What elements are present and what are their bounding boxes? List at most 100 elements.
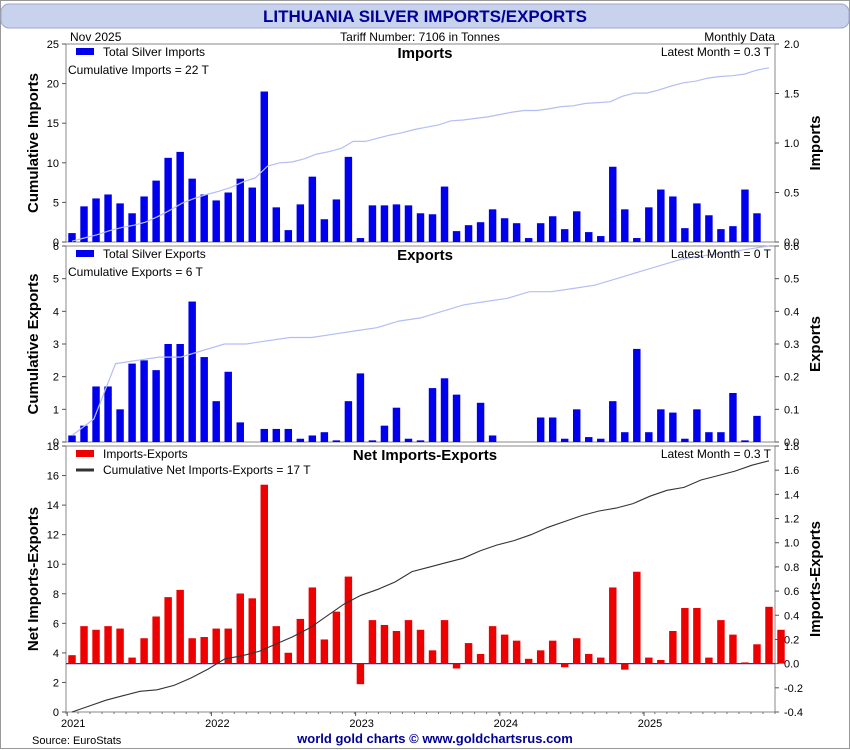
exports-bar bbox=[296, 438, 305, 442]
imports-bar bbox=[344, 156, 353, 242]
net-left-tick-label: 14 bbox=[47, 500, 59, 512]
exports-cumulative-line bbox=[71, 245, 770, 436]
exports-bar bbox=[260, 428, 269, 442]
net-left-tick-label: 6 bbox=[53, 618, 59, 630]
exports-left-tick-label: 5 bbox=[53, 274, 59, 286]
exports-right-tick-label: 0.2 bbox=[784, 372, 799, 384]
imports-bar bbox=[188, 178, 196, 242]
net-latest-label: Latest Month = 0.3 T bbox=[661, 447, 772, 461]
imports-left-tick-label: 15 bbox=[47, 118, 59, 130]
net-ylabel-left: Net Imports-Exports bbox=[25, 507, 42, 651]
imports-bar bbox=[717, 229, 725, 242]
exports-bar bbox=[164, 344, 172, 442]
net-bar bbox=[681, 608, 689, 664]
exports-bar bbox=[717, 432, 725, 442]
exports-bar bbox=[140, 360, 148, 442]
net-bar bbox=[224, 628, 232, 664]
imports-bar bbox=[548, 216, 557, 242]
imports-bar bbox=[308, 176, 317, 242]
net-right-tick-label: 1.2 bbox=[784, 514, 799, 526]
net-bar bbox=[753, 644, 761, 664]
imports-bar bbox=[80, 206, 88, 242]
net-bar bbox=[560, 663, 569, 668]
exports-bar bbox=[212, 401, 220, 442]
net-bar bbox=[657, 660, 665, 664]
net-bar bbox=[152, 616, 160, 664]
imports-panel: 0 5 10 15 20 25 0.0 0.5 1.0 1.5 2.0 Cumulative Impo… bbox=[25, 39, 824, 249]
net-legend-label: Imports-Exports bbox=[103, 447, 188, 461]
net-panel-title: Net Imports-Exports bbox=[353, 447, 497, 464]
net-left-tick-label: 10 bbox=[47, 559, 59, 571]
exports-bar bbox=[488, 435, 497, 442]
imports-cumulative-line bbox=[71, 67, 770, 242]
net-bar bbox=[597, 657, 605, 664]
exports-bar bbox=[476, 402, 485, 442]
net-right-tick-label: 0.8 bbox=[784, 562, 799, 574]
exports-bar bbox=[560, 438, 569, 442]
net-bar bbox=[332, 611, 341, 664]
imports-bar bbox=[284, 230, 293, 242]
exports-bar bbox=[572, 409, 581, 442]
net-bar bbox=[645, 657, 653, 664]
imports-bar bbox=[404, 205, 413, 242]
exports-bar bbox=[104, 386, 112, 442]
net-panel: 0 2 4 6 8 10 12 14 16 18 -0.4 -0.2 0.0 0.2 0.4 0.6 0.8 1.… bbox=[25, 441, 824, 719]
exports-right-tick-label: 0.5 bbox=[784, 274, 799, 286]
exports-bar bbox=[741, 440, 749, 442]
imports-bar bbox=[140, 196, 148, 242]
x-tick-label: 2025 bbox=[638, 718, 662, 730]
exports-right-tick-label: 0.1 bbox=[784, 404, 799, 416]
net-bar bbox=[536, 650, 545, 664]
net-bar bbox=[729, 634, 737, 664]
title-bar bbox=[0, 3, 850, 29]
net-legend-swatch bbox=[76, 450, 94, 457]
net-bar bbox=[741, 662, 749, 664]
imports-left-tick-label: 0 bbox=[53, 237, 59, 249]
imports-bar bbox=[320, 219, 329, 242]
imports-bar bbox=[212, 200, 220, 242]
imports-bar bbox=[609, 166, 617, 242]
footer-credit: world gold charts © www.goldchartsrus.co… bbox=[296, 731, 573, 746]
exports-bar bbox=[609, 401, 617, 442]
net-bar bbox=[284, 652, 293, 664]
net-cumulative-label: Cumulative Net Imports-Exports = 17 T bbox=[103, 463, 311, 477]
exports-bar bbox=[657, 409, 665, 442]
x-axis: 2021 2022 2023 2024 2025 bbox=[61, 712, 776, 730]
chart-title: LITHUANIA SILVER IMPORTS/EXPORTS bbox=[263, 7, 587, 26]
exports-bar bbox=[224, 371, 232, 442]
imports-bar bbox=[464, 225, 473, 242]
exports-left-tick-label: 0 bbox=[53, 437, 59, 449]
net-bar bbox=[140, 638, 148, 664]
exports-bar bbox=[404, 438, 413, 442]
net-right-tick-label: 1.8 bbox=[784, 441, 799, 453]
exports-bar bbox=[452, 394, 461, 442]
imports-legend-label: Total Silver Imports bbox=[103, 45, 205, 59]
net-bar bbox=[212, 628, 220, 664]
imports-bar bbox=[753, 213, 761, 242]
exports-right-tick-label: 0.0 bbox=[784, 437, 799, 449]
exports-bar bbox=[356, 373, 365, 442]
exports-left-tick-label: 2 bbox=[53, 372, 59, 384]
exports-right-tick-label: 0.4 bbox=[784, 306, 799, 318]
imports-legend-swatch bbox=[76, 48, 94, 55]
imports-bar bbox=[260, 91, 269, 243]
net-bar bbox=[272, 626, 281, 664]
imports-bar bbox=[176, 151, 184, 242]
imports-bar bbox=[560, 229, 569, 242]
x-tick-label: 2024 bbox=[494, 718, 518, 730]
exports-latest-label: Latest Month = 0 T bbox=[671, 247, 772, 261]
exports-bar bbox=[188, 301, 196, 442]
imports-bar bbox=[248, 187, 256, 242]
net-bar bbox=[92, 629, 100, 664]
net-bar bbox=[765, 606, 773, 664]
net-left-tick-label: 0 bbox=[53, 707, 59, 719]
imports-bar bbox=[116, 203, 124, 242]
exports-bar bbox=[68, 435, 76, 442]
net-bar bbox=[500, 634, 509, 664]
imports-bar bbox=[585, 232, 593, 242]
exports-panel-title: Exports bbox=[397, 247, 453, 264]
net-bar bbox=[621, 663, 629, 670]
exports-bar bbox=[621, 432, 629, 442]
net-bar bbox=[524, 658, 533, 664]
